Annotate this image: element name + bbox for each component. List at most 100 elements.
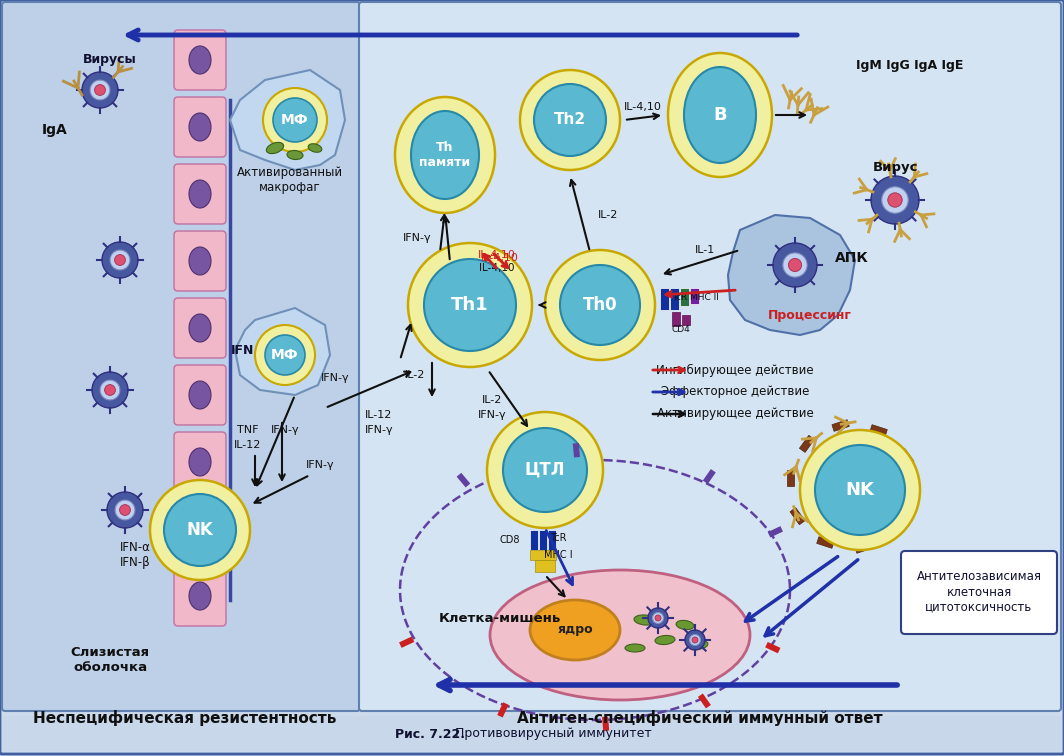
Polygon shape xyxy=(230,70,345,170)
Circle shape xyxy=(783,253,808,277)
Ellipse shape xyxy=(634,615,656,625)
Text: IFN: IFN xyxy=(231,343,254,357)
Bar xyxy=(765,642,780,653)
Text: Вирус: Вирус xyxy=(872,162,918,175)
Circle shape xyxy=(788,259,801,271)
Bar xyxy=(703,469,716,484)
Text: IFN-γ: IFN-γ xyxy=(320,373,349,383)
FancyBboxPatch shape xyxy=(174,298,226,358)
Text: Вирусы: Вирусы xyxy=(83,54,137,67)
FancyBboxPatch shape xyxy=(174,566,226,626)
Circle shape xyxy=(487,412,603,528)
Bar xyxy=(698,693,711,708)
Bar xyxy=(680,288,689,306)
FancyBboxPatch shape xyxy=(2,2,360,711)
Text: Активированный
макрофаг: Активированный макрофаг xyxy=(237,166,343,194)
Circle shape xyxy=(560,265,641,345)
Bar xyxy=(660,288,669,310)
Text: IFN-γ: IFN-γ xyxy=(305,460,334,470)
Ellipse shape xyxy=(491,570,750,700)
Text: IFN-α
IFN-β: IFN-α IFN-β xyxy=(119,541,150,569)
Text: Неспецифическая резистентность: Неспецифическая резистентность xyxy=(33,710,336,726)
Ellipse shape xyxy=(655,636,675,645)
Circle shape xyxy=(273,98,317,142)
Polygon shape xyxy=(235,308,330,395)
Bar xyxy=(789,507,805,525)
Text: CD4: CD4 xyxy=(672,326,691,334)
Circle shape xyxy=(534,84,606,156)
Circle shape xyxy=(800,430,920,550)
Circle shape xyxy=(115,255,126,265)
Ellipse shape xyxy=(189,46,211,74)
Circle shape xyxy=(692,637,698,643)
Circle shape xyxy=(648,608,668,628)
Text: Процессинг: Процессинг xyxy=(768,308,852,321)
Text: CD8: CD8 xyxy=(499,535,520,545)
Ellipse shape xyxy=(287,150,303,160)
FancyBboxPatch shape xyxy=(901,551,1057,634)
Ellipse shape xyxy=(625,644,645,652)
Bar xyxy=(456,472,470,488)
Text: IFN-γ: IFN-γ xyxy=(478,410,506,420)
Circle shape xyxy=(882,187,909,213)
Bar xyxy=(854,541,872,553)
Circle shape xyxy=(107,492,143,528)
Text: Антителозависимая
клеточная
цитотоксичность: Антителозависимая клеточная цитотоксично… xyxy=(916,571,1042,614)
Circle shape xyxy=(520,70,620,170)
Text: Рис. 7.22.: Рис. 7.22. xyxy=(395,727,465,740)
Bar xyxy=(670,288,679,310)
Circle shape xyxy=(652,612,664,624)
Text: TNF: TNF xyxy=(237,425,259,435)
Circle shape xyxy=(115,500,135,520)
Text: Противовирусный иммунитет: Противовирусный иммунитет xyxy=(455,727,652,740)
Circle shape xyxy=(92,372,128,408)
Ellipse shape xyxy=(668,53,772,177)
Text: Слизистая
оболочка: Слизистая оболочка xyxy=(70,646,150,674)
Text: IL-4,10: IL-4,10 xyxy=(479,263,515,273)
Text: МФ: МФ xyxy=(281,113,309,127)
Circle shape xyxy=(871,176,919,224)
Ellipse shape xyxy=(309,144,321,152)
Text: ЦТЛ: ЦТЛ xyxy=(525,461,565,479)
Text: IL-4,10: IL-4,10 xyxy=(478,250,516,260)
Circle shape xyxy=(119,504,131,516)
Bar xyxy=(530,550,556,560)
Ellipse shape xyxy=(266,142,284,153)
Circle shape xyxy=(110,250,130,270)
FancyBboxPatch shape xyxy=(174,97,226,157)
Bar xyxy=(817,537,834,548)
Text: Th2: Th2 xyxy=(554,113,586,128)
Circle shape xyxy=(263,88,327,152)
Ellipse shape xyxy=(189,247,211,275)
Text: NK: NK xyxy=(846,481,875,499)
Bar xyxy=(548,530,556,550)
Bar xyxy=(870,425,887,436)
FancyBboxPatch shape xyxy=(174,164,226,224)
Text: IL-2: IL-2 xyxy=(598,210,618,220)
Ellipse shape xyxy=(684,67,757,163)
FancyBboxPatch shape xyxy=(174,432,226,492)
Text: TcR: TcR xyxy=(550,533,566,543)
Bar xyxy=(672,312,680,326)
Polygon shape xyxy=(728,215,855,335)
Text: Антиген-специфический иммунный ответ: Антиген-специфический иммунный ответ xyxy=(517,710,883,726)
Ellipse shape xyxy=(411,111,479,199)
Text: Клетка-мишень: Клетка-мишень xyxy=(438,612,561,624)
Text: IL-12: IL-12 xyxy=(365,410,393,420)
Circle shape xyxy=(545,250,655,360)
Text: Th
памяти: Th памяти xyxy=(419,141,470,169)
Text: IFN-γ: IFN-γ xyxy=(365,425,394,435)
Circle shape xyxy=(100,380,120,400)
Text: МФ: МФ xyxy=(271,348,299,362)
Bar xyxy=(899,448,914,466)
Text: IFN-γ: IFN-γ xyxy=(270,425,299,435)
Bar xyxy=(689,288,699,304)
Bar xyxy=(497,702,509,717)
Text: IL-2: IL-2 xyxy=(404,370,426,380)
Bar xyxy=(787,470,794,487)
FancyBboxPatch shape xyxy=(174,30,226,90)
FancyBboxPatch shape xyxy=(359,2,1061,711)
FancyBboxPatch shape xyxy=(174,499,226,559)
Ellipse shape xyxy=(395,97,495,213)
Text: Активирующее действие: Активирующее действие xyxy=(656,407,813,420)
